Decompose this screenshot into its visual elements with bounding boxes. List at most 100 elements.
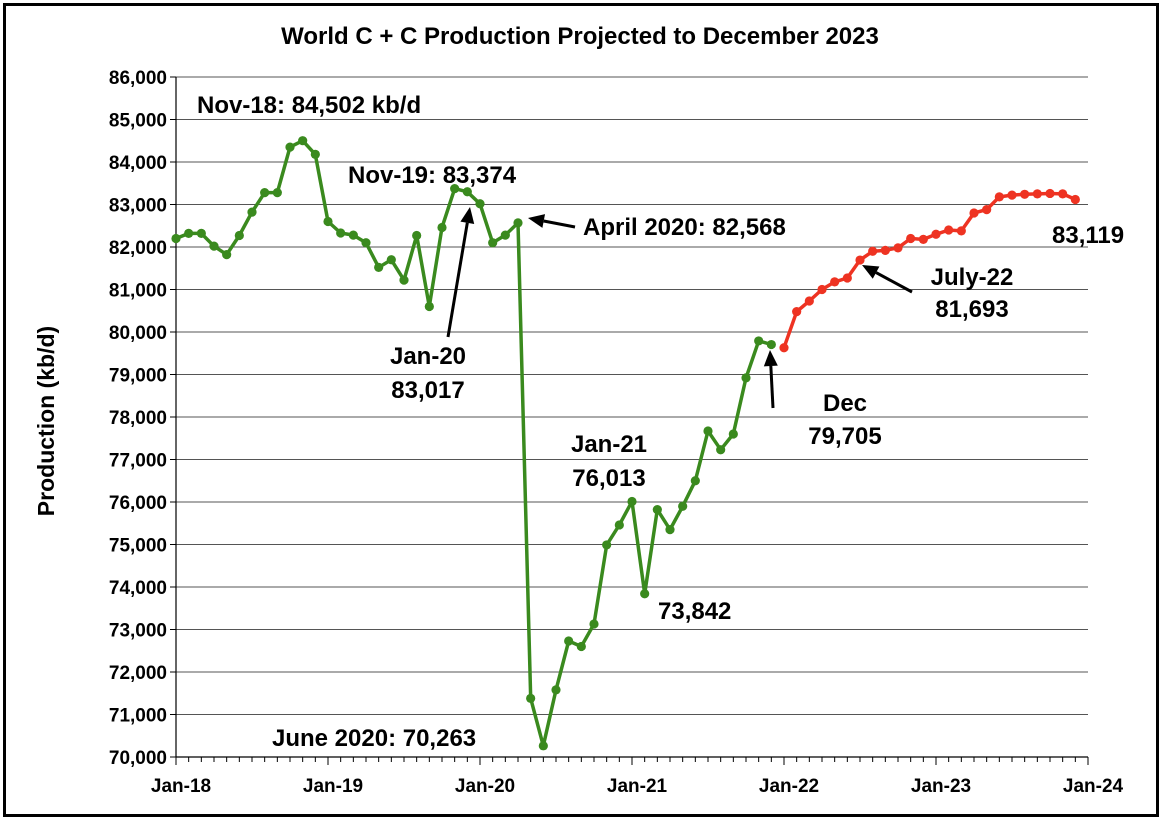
annotation-label: Dec xyxy=(823,390,867,417)
historical-data-point xyxy=(640,589,650,599)
y-axis-label: Production (kb/d) xyxy=(33,326,59,516)
historical-data-point xyxy=(551,685,561,695)
historical-data-point xyxy=(614,520,624,530)
annotation-value: 79,705 xyxy=(808,423,881,450)
y-tick-label: 80,000 xyxy=(109,323,167,344)
historical-data-point xyxy=(247,207,257,217)
historical-data-point xyxy=(323,216,333,227)
y-tick-label: 83,000 xyxy=(109,196,167,217)
x-tick-label: Jan-22 xyxy=(759,776,819,797)
historical-data-point xyxy=(399,275,409,285)
chart-frame xyxy=(3,3,1159,817)
projected-data-point xyxy=(982,205,992,215)
historical-data-point xyxy=(336,228,346,238)
projected-data-point xyxy=(1045,188,1055,199)
historical-data-point xyxy=(171,233,181,244)
historical-data-point xyxy=(602,540,612,550)
projected-data-point xyxy=(918,234,928,244)
historical-data-point xyxy=(450,184,460,194)
projected-data-point xyxy=(1058,189,1068,199)
historical-data-point xyxy=(348,230,358,240)
projected-data-point xyxy=(880,245,890,255)
historical-data-point xyxy=(754,336,764,346)
y-tick-label: 72,000 xyxy=(109,663,167,684)
annotation-label: Nov-18: 84,502 kb/d xyxy=(197,92,421,119)
historical-data-point xyxy=(513,218,523,228)
y-tick-label: 78,000 xyxy=(109,408,167,429)
projected-data-point xyxy=(817,284,827,295)
annotation-label: Jan-21 xyxy=(571,431,647,458)
projected-data-point xyxy=(1070,194,1080,205)
historical-data-point xyxy=(500,230,510,240)
historical-data-point xyxy=(703,426,713,436)
projected-data-point xyxy=(969,208,979,218)
historical-data-point xyxy=(488,238,498,248)
annotation-arrow xyxy=(528,214,576,229)
projected-data-point xyxy=(931,229,941,239)
annotation-label: July-22 xyxy=(931,264,1014,291)
x-tick-label: Jan-19 xyxy=(303,776,363,797)
historical-data-point xyxy=(184,228,194,238)
y-tick-label: 81,000 xyxy=(109,281,167,302)
annotation-label: 73,842 xyxy=(658,598,731,625)
y-tick-label: 70,000 xyxy=(109,748,167,769)
y-tick-label: 84,000 xyxy=(109,153,167,174)
y-tick-label: 86,000 xyxy=(109,68,167,89)
y-tick-label: 74,000 xyxy=(109,578,167,599)
projected-data-point xyxy=(855,255,865,265)
historical-data-point xyxy=(690,476,700,486)
historical-data-point xyxy=(741,373,751,383)
historical-data-point xyxy=(627,496,637,507)
projected-data-point xyxy=(893,243,903,253)
historical-data-point xyxy=(564,636,574,646)
historical-data-point xyxy=(196,228,206,238)
chart-title: World C + C Production Projected to Dece… xyxy=(281,23,879,50)
historical-data-point xyxy=(424,301,434,312)
historical-data-point xyxy=(209,241,219,251)
projected-data-point xyxy=(868,246,878,256)
annotation-value: 76,013 xyxy=(572,465,645,492)
y-tick-label: 76,000 xyxy=(109,493,167,514)
projected-data-point xyxy=(1032,189,1042,199)
historical-data-point xyxy=(437,222,447,233)
x-tick-label: Jan-18 xyxy=(151,776,211,797)
historical-data-point xyxy=(716,445,726,455)
axes: 70,000 71,000 72,000 73,000 74,000 75,000 76,0… xyxy=(109,68,1124,797)
historical-data-point xyxy=(652,505,662,515)
annotation-label: Nov-19: 83,374 xyxy=(348,162,517,189)
annotation-label: Jan-20 xyxy=(390,343,466,370)
historical-data-point xyxy=(678,501,688,511)
projected-data-point xyxy=(994,192,1004,202)
annotation-value: 81,693 xyxy=(935,296,1008,323)
annotation-arrow xyxy=(446,207,475,338)
historical-data-point xyxy=(298,136,308,146)
y-tick-label: 79,000 xyxy=(109,366,167,387)
historical-data-point xyxy=(260,188,270,198)
projected-data-point xyxy=(792,307,802,317)
grid xyxy=(176,76,1088,758)
projected-series-line xyxy=(782,191,1077,349)
historical-data-point xyxy=(272,188,282,198)
x-tick-label: Jan-24 xyxy=(1063,776,1124,797)
historical-data-point xyxy=(412,230,422,241)
x-tick-label: Jan-23 xyxy=(911,776,971,797)
projected-data-point xyxy=(956,226,966,236)
projected-data-point xyxy=(779,343,789,353)
annotations: Nov-18: 84,502 kb/d Nov-19: 83,374 April 2… xyxy=(197,92,1124,752)
projected-data-point xyxy=(842,273,852,283)
y-tick-label: 77,000 xyxy=(109,451,167,472)
historical-data-point xyxy=(386,255,396,265)
projected-data-point xyxy=(830,277,840,287)
historical-data-point xyxy=(589,619,599,629)
projected-data-point xyxy=(1007,190,1017,200)
y-tick-label: 85,000 xyxy=(109,111,167,132)
historical-data-point xyxy=(234,230,244,241)
historical-data-point xyxy=(665,525,675,535)
historical-data-point xyxy=(462,187,472,197)
historical-data-point xyxy=(728,429,738,439)
historical-data-point xyxy=(222,250,232,260)
annotation-value: 83,017 xyxy=(391,377,464,404)
historical-data-point xyxy=(285,142,295,152)
annotation-label: April 2020: 82,568 xyxy=(583,214,786,241)
